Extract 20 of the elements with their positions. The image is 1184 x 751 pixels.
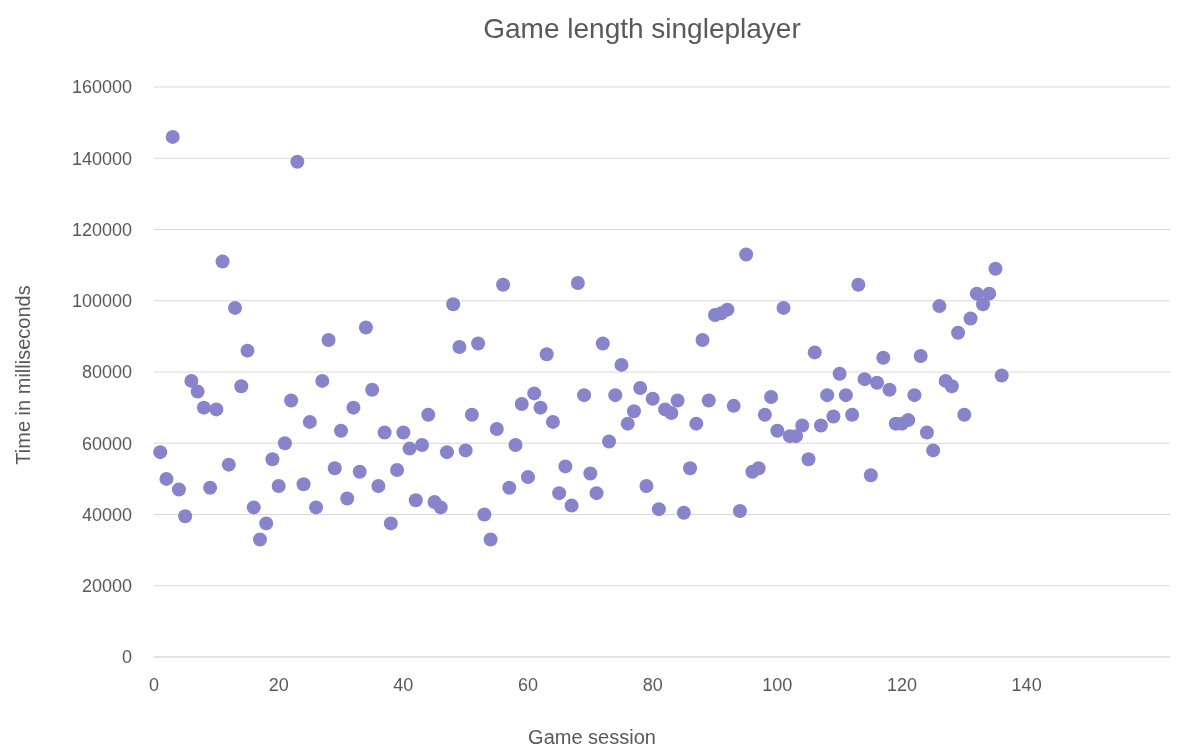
x-tick-label: 40: [393, 675, 414, 695]
x-tick-label: 120: [886, 675, 917, 695]
y-tick-label: 160000: [71, 77, 132, 98]
x-axis-title: Game session: [528, 726, 656, 748]
y-axis-title: Time in milliseconds: [12, 285, 34, 465]
x-tick-label: 0: [148, 675, 160, 695]
x-tick-label: 100: [762, 675, 793, 695]
y-tick-label: 120000: [71, 219, 132, 240]
y-tick-label: 20000: [81, 576, 132, 597]
x-tick-label: 60: [517, 675, 538, 695]
y-tick-label: 60000: [81, 433, 132, 454]
y-tick-label: 140000: [71, 148, 132, 169]
chart-title: Game length singleplayer: [483, 13, 801, 44]
x-tick-label: 20: [268, 675, 289, 695]
x-tick-label: 140: [1011, 675, 1042, 695]
y-tick-label: 100000: [71, 291, 132, 312]
y-tick-label: 40000: [81, 504, 132, 525]
y-tick-label: 80000: [81, 362, 132, 383]
y-tick-label: 0: [121, 647, 132, 668]
x-tick-label: 80: [642, 675, 663, 695]
